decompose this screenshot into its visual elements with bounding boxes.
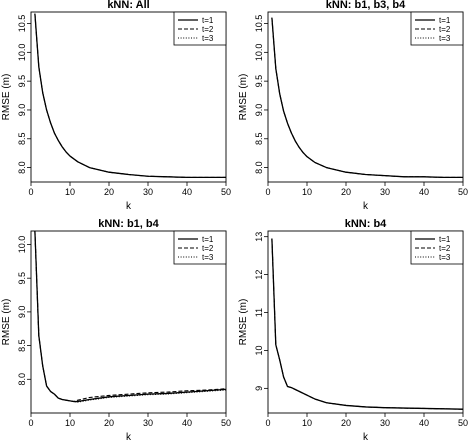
chart-title: kNN: All (107, 0, 149, 11)
plot-frame (30, 11, 227, 183)
y-tick-label: 8.0 (17, 161, 27, 174)
y-axis-label: RMSE (m) (1, 299, 12, 346)
legend-label: t=3 (202, 253, 214, 262)
y-axis-label: RMSE (m) (238, 299, 249, 346)
x-tick-label: 30 (380, 187, 390, 197)
x-tick-label: 50 (458, 418, 468, 428)
chart-panel-3: kNN: b1, b4 0 10 20 30 40 50 8.0 8.5 9.0 9.5 10.0 k R… (1, 218, 231, 440)
x-tick-label: 50 (458, 187, 468, 197)
plot-frame (267, 11, 464, 183)
y-tick-label: 10 (254, 345, 264, 355)
y-tick-label: 8.0 (254, 161, 264, 174)
legend-label: t=1 (439, 235, 451, 244)
x-axis-label: k (126, 201, 132, 212)
x-tick-label: 0 (28, 418, 33, 428)
legend-label: t=2 (439, 244, 451, 253)
x-tick-label: 30 (143, 187, 153, 197)
y-tick-label: 10.5 (17, 15, 27, 33)
legend-label: t=3 (439, 34, 451, 43)
x-tick-label: 40 (182, 187, 192, 197)
series-line-t-1 (271, 17, 463, 179)
x-tick-label: 40 (419, 418, 429, 428)
x-tick-label: 10 (302, 418, 312, 428)
legend-label: t=1 (202, 16, 214, 25)
y-tick-label: 8.5 (17, 339, 27, 352)
legend-box (173, 11, 227, 46)
y-tick-label: 9.5 (254, 75, 264, 88)
y-tick-label: 8.5 (17, 133, 27, 146)
x-axis-label: k (363, 201, 369, 212)
legend-label: t=2 (439, 25, 451, 34)
x-tick-label: 0 (265, 187, 270, 197)
legend-box (410, 230, 464, 265)
legend-label: t=2 (202, 244, 214, 253)
y-tick-label: 9.5 (17, 272, 27, 285)
legend: t=1t=2t=3 (410, 11, 464, 46)
x-tick-label: 20 (104, 418, 114, 428)
legend-label: t=1 (439, 16, 451, 25)
chart-title: kNN: b4 (345, 218, 387, 230)
y-tick-label: 9.0 (17, 306, 27, 319)
legend-box (173, 230, 227, 265)
plot-frame (267, 230, 464, 414)
y-tick-label: 10.5 (254, 15, 264, 33)
x-tick-label: 50 (221, 418, 231, 428)
chart-title: kNN: b1, b3, b4 (326, 0, 406, 11)
y-tick-label: 8.5 (254, 133, 264, 146)
chart-panel-1: kNN: All 0 10 20 30 40 50 8.0 8.5 9.0 9.5 10.0 10.5 k… (1, 0, 231, 212)
legend-label: t=2 (202, 25, 214, 34)
y-tick-label: 13 (254, 232, 264, 242)
x-tick-label: 30 (143, 418, 153, 428)
x-tick-label: 10 (65, 418, 75, 428)
x-tick-label: 30 (380, 418, 390, 428)
x-tick-label: 50 (221, 187, 231, 197)
y-tick-label: 10.0 (17, 44, 27, 62)
series-line-t-1 (271, 238, 463, 410)
x-tick-label: 40 (182, 418, 192, 428)
plot-frame (30, 230, 227, 414)
legend: t=1t=2t=3 (410, 230, 464, 265)
legend-label: t=3 (439, 253, 451, 262)
x-tick-label: 40 (419, 187, 429, 197)
y-tick-label: 11 (254, 308, 264, 317)
legend: t=1t=2t=3 (173, 11, 227, 46)
x-tick-label: 10 (302, 187, 312, 197)
x-tick-label: 10 (65, 187, 75, 197)
y-tick-label: 9 (254, 386, 264, 391)
y-tick-label: 8.0 (17, 373, 27, 386)
legend-box (410, 11, 464, 46)
x-tick-label: 20 (104, 187, 114, 197)
x-axis-label: k (126, 432, 132, 440)
legend-label: t=1 (202, 235, 214, 244)
y-tick-label: 10.0 (254, 44, 264, 62)
legend-label: t=3 (202, 34, 214, 43)
series-line-t-1 (34, 13, 226, 179)
chart-title: kNN: b1, b4 (98, 218, 159, 230)
y-axis-label: RMSE (m) (1, 74, 12, 121)
y-tick-label: 10.0 (17, 236, 27, 254)
series-line-t-1 (34, 231, 226, 403)
x-tick-label: 0 (265, 418, 270, 428)
x-tick-label: 0 (28, 187, 33, 197)
legend: t=1t=2t=3 (173, 230, 227, 265)
y-tick-label: 9.0 (254, 104, 264, 117)
x-tick-label: 20 (341, 418, 351, 428)
y-tick-label: 12 (254, 270, 264, 280)
y-axis-label: RMSE (m) (238, 74, 249, 121)
chart-panel-2: kNN: b1, b3, b4 0 10 20 30 40 50 8.0 8.5 9.0 9.5 10… (238, 0, 468, 212)
y-tick-label: 9.5 (17, 75, 27, 88)
x-axis-label: k (363, 432, 369, 440)
x-tick-label: 20 (341, 187, 351, 197)
y-tick-label: 9.0 (17, 104, 27, 117)
